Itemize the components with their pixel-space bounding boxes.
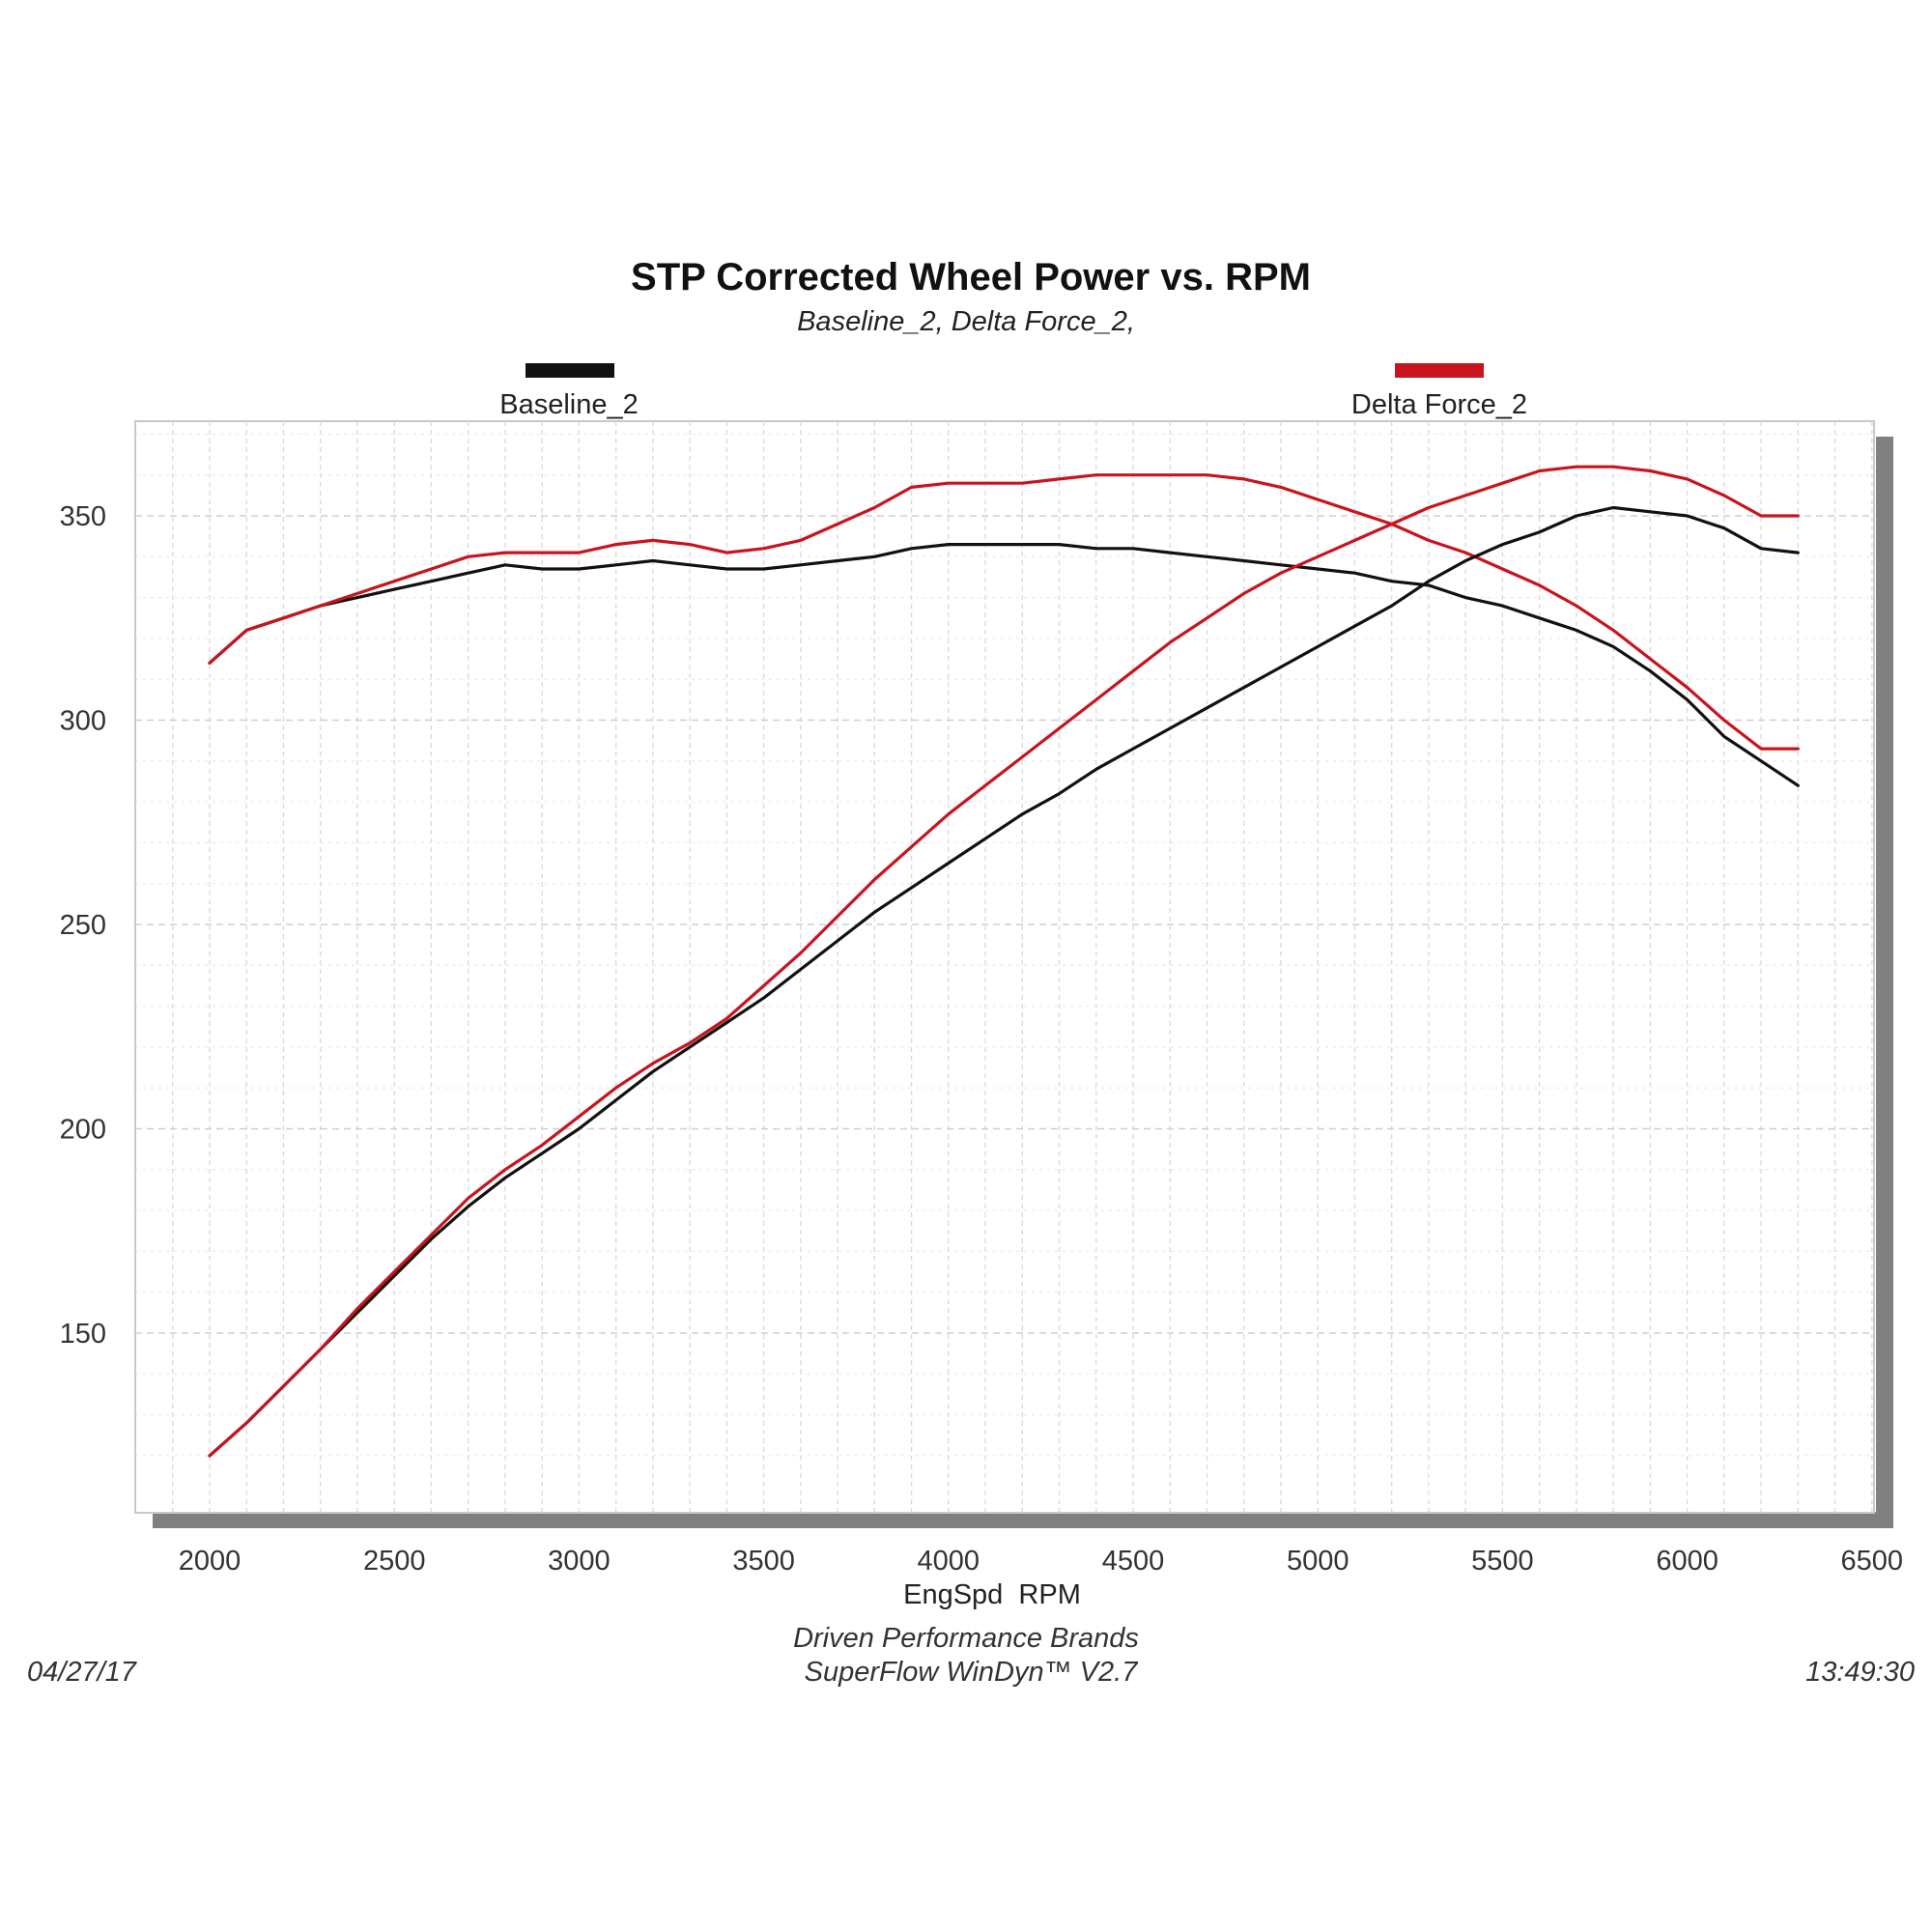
x-axis-ticks: 2000 2500 3000 3500 4000 4500 5000 5500 6000 6500	[179, 1546, 1903, 1577]
y-tick-label: 350	[60, 501, 106, 532]
x-tick-label: 5000	[1287, 1546, 1350, 1577]
series-line-baseline-2	[208, 543, 1800, 787]
x-tick-label: 6500	[1841, 1546, 1904, 1577]
y-tick-label: 300	[60, 706, 106, 737]
chart-title: STP Corrected Wheel Power vs. RPM	[631, 256, 1311, 298]
footer-software: SuperFlow WinDyn™ V2.7	[805, 1657, 1140, 1688]
series-line-delta-force-2	[208, 473, 1800, 751]
x-tick-label: 3500	[732, 1546, 795, 1577]
footer-time: 13:49:30	[1805, 1657, 1915, 1688]
series-line-delta-force-2-hp	[208, 465, 1800, 1458]
x-tick-label: 4000	[918, 1546, 980, 1577]
y-axis-ticks: 150 200 250 300 350	[60, 501, 106, 1350]
x-tick-label: 6000	[1656, 1546, 1719, 1577]
y-tick-label: 200	[60, 1115, 106, 1146]
y-tick-label: 150	[60, 1319, 106, 1350]
legend-swatch-delta	[1395, 363, 1484, 378]
x-tick-label: 4500	[1102, 1546, 1165, 1577]
plot-shadow-right	[1876, 437, 1893, 1528]
legend-swatch-baseline	[526, 363, 614, 378]
y-tick-label: 250	[60, 910, 106, 941]
plot-area	[134, 420, 1875, 1514]
footer-company: Driven Performance Brands	[793, 1623, 1139, 1654]
legend-label-delta: Delta Force_2	[1351, 389, 1527, 420]
grid	[135, 421, 1874, 1513]
x-tick-label: 3000	[548, 1546, 611, 1577]
x-tick-label: 2000	[179, 1546, 242, 1577]
x-axis-label: EngSpd RPM	[903, 1579, 1081, 1610]
chart-subtitle: Baseline_2, Delta Force_2,	[797, 306, 1135, 337]
x-tick-label: 5500	[1471, 1546, 1534, 1577]
series-line-baseline-2-hp	[208, 505, 1800, 1458]
legend-label-baseline: Baseline_2	[499, 389, 639, 420]
series-lines	[208, 465, 1800, 1458]
x-tick-label: 2500	[363, 1546, 426, 1577]
plot-shadow-bottom	[153, 1512, 1893, 1528]
footer-date: 04/27/17	[27, 1657, 138, 1688]
